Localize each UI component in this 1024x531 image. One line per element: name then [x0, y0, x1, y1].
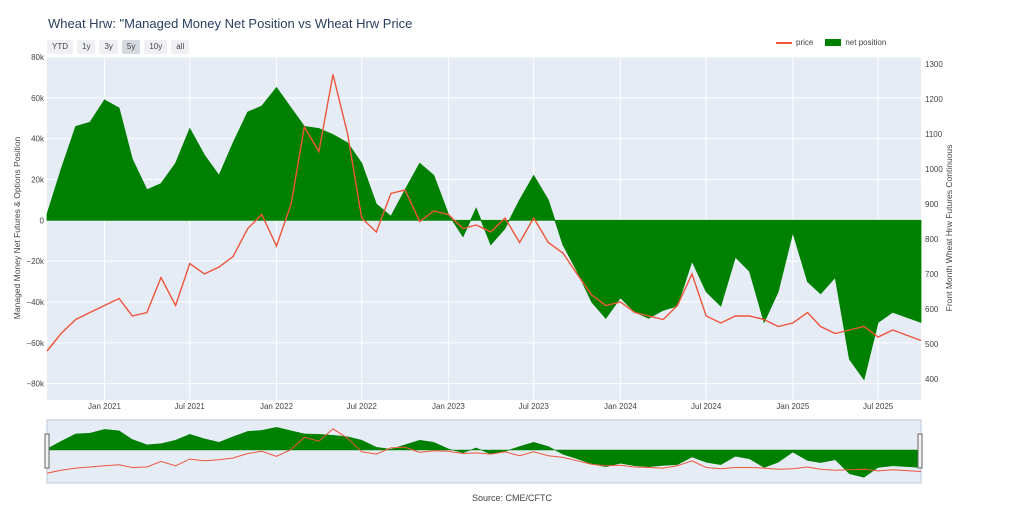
- legend-label-price: price: [796, 38, 814, 47]
- net-position-area: [46, 86, 922, 381]
- y-right-tick-label: 400: [925, 375, 939, 384]
- price-line: [46, 74, 922, 352]
- y-right-tick-label: 600: [925, 305, 939, 314]
- range-button-10y[interactable]: 10y: [144, 40, 168, 54]
- range-button-1y[interactable]: 1y: [77, 40, 96, 54]
- main-chart: Jan 2021 Jul 2021 Jan 2022 Jul 2022 Jan 2023…: [12, 53, 954, 484]
- range-slider-net-area: [46, 427, 922, 478]
- y-right-tick-label: 900: [925, 200, 939, 209]
- y-left-tick-label: 80k: [31, 53, 45, 62]
- x-tick-label: Jan 2022: [260, 402, 293, 411]
- y-left-tick-label: −60k: [26, 339, 45, 348]
- y-left-tick-label: −40k: [26, 298, 45, 307]
- range-slider-price-line: [46, 428, 922, 474]
- x-tick-label: Jan 2023: [432, 402, 465, 411]
- x-tick-label: Jul 2025: [863, 402, 894, 411]
- x-axis: Jan 2021 Jul 2021 Jan 2022 Jul 2022 Jan 2023…: [88, 402, 894, 411]
- legend-item-price[interactable]: price: [776, 38, 813, 47]
- y-left-tick-label: 40k: [31, 135, 45, 144]
- x-tick-label: Jul 2022: [347, 402, 378, 411]
- y-right-tick-label: 1000: [925, 165, 943, 174]
- x-tick-label: Jul 2021: [175, 402, 206, 411]
- x-tick-label: Jul 2023: [519, 402, 550, 411]
- x-tick-label: Jul 2024: [691, 402, 722, 411]
- chart-title: Wheat Hrw: "Managed Money Net Position v…: [48, 16, 413, 31]
- range-slider-price: [46, 428, 922, 474]
- range-selector: YTD 1y 3y 5y 10y all: [47, 40, 190, 54]
- range-slider-handle-left[interactable]: [44, 433, 50, 469]
- range-button-3y[interactable]: 3y: [99, 40, 118, 54]
- y-axis-right-label: Front Month Wheat Hrw Futures Continuous: [944, 145, 954, 312]
- legend-swatch-price: [776, 41, 792, 44]
- y-left-tick-label: −80k: [26, 380, 45, 389]
- y-axis-right: 1300 1200 1100 1000 900 800 700 600 500 400: [925, 60, 943, 384]
- range-slider-net-position: [46, 427, 922, 478]
- y-left-tick-label: 60k: [31, 94, 45, 103]
- legend-label-net-position: net position: [845, 38, 887, 47]
- range-slider-handle-right[interactable]: [917, 433, 923, 469]
- y-right-tick-label: 500: [925, 340, 939, 349]
- y-left-tick-label: 20k: [31, 176, 45, 185]
- range-button-ytd[interactable]: YTD: [47, 40, 73, 54]
- range-button-all[interactable]: all: [171, 40, 190, 54]
- source-caption: Source: CME/CFTC: [471, 493, 552, 503]
- range-slider[interactable]: [44, 419, 923, 484]
- y-right-tick-label: 800: [925, 235, 939, 244]
- x-tick-label: Jan 2021: [88, 402, 121, 411]
- legend: price net position: [776, 38, 886, 47]
- y-right-tick-label: 1100: [925, 130, 943, 139]
- price-layer: [46, 74, 922, 352]
- y-left-tick-label: 0: [40, 216, 45, 225]
- legend-item-net-position[interactable]: net position: [825, 38, 886, 47]
- net-position-layer: [46, 86, 922, 381]
- y-right-tick-label: 1200: [925, 95, 943, 104]
- y-axis-left: 80k 60k 40k 20k 0 −20k −40k −60k −80k: [26, 53, 45, 389]
- y-axis-left-label: Managed Money Net Futures & Options Posi…: [12, 137, 22, 320]
- legend-swatch-net-position: [825, 39, 842, 46]
- x-tick-label: Jan 2025: [776, 402, 809, 411]
- range-button-5y[interactable]: 5y: [121, 40, 141, 54]
- y-left-tick-label: −20k: [26, 257, 45, 266]
- x-tick-label: Jan 2024: [604, 402, 637, 411]
- y-right-tick-label: 700: [925, 270, 939, 279]
- y-right-tick-label: 1300: [925, 60, 943, 69]
